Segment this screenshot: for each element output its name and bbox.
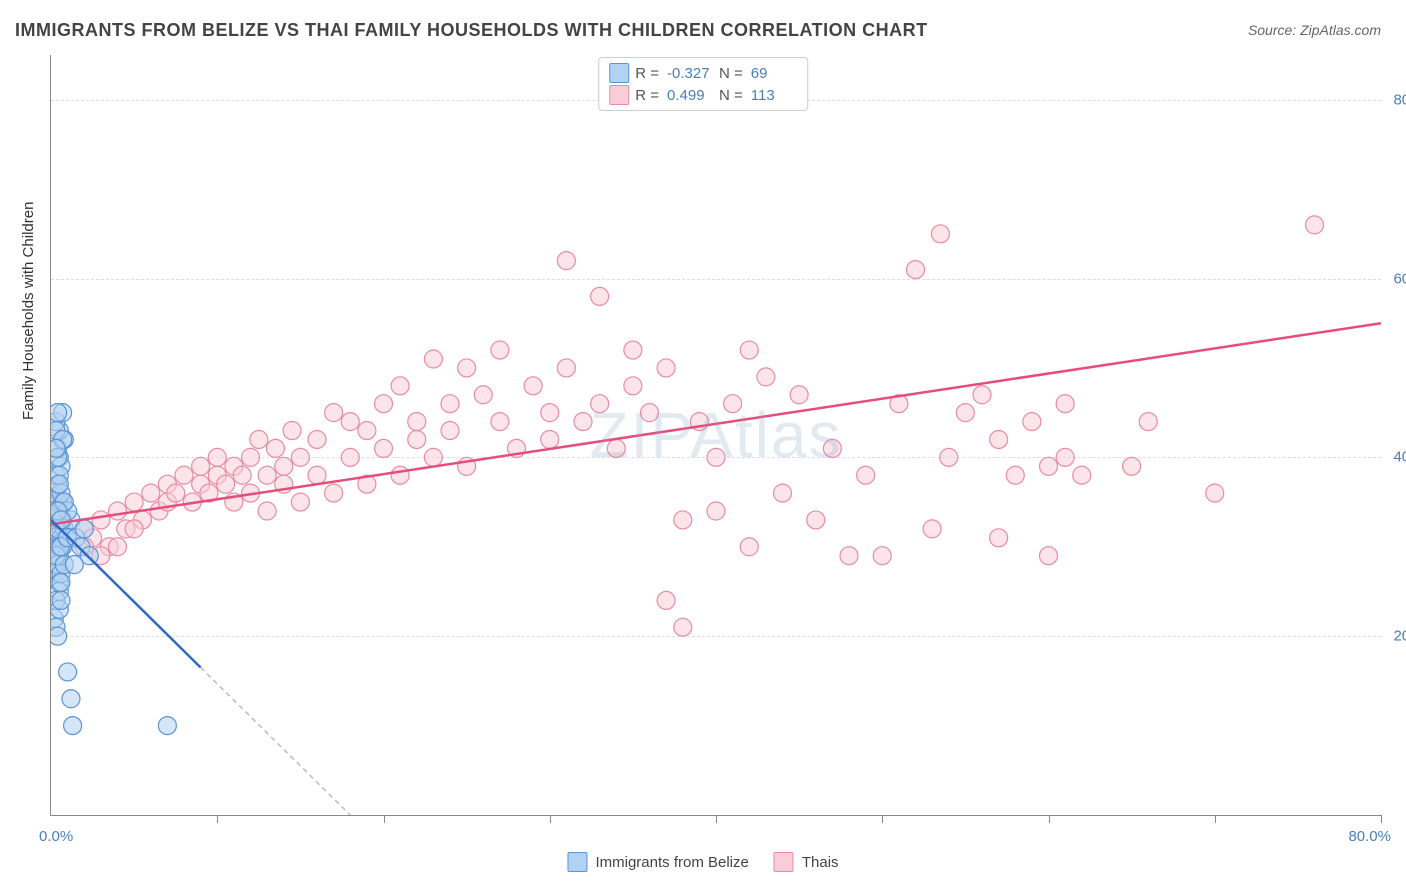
x-tick xyxy=(217,815,218,823)
swatch-series1 xyxy=(567,852,587,872)
x-tick xyxy=(716,815,717,823)
y-tick-label: 40.0% xyxy=(1393,449,1406,466)
x-tick xyxy=(550,815,551,823)
y-tick-label: 80.0% xyxy=(1393,91,1406,108)
source-value: ZipAtlas.com xyxy=(1300,22,1381,38)
r-label: R = xyxy=(635,65,659,82)
r-value: 0.499 xyxy=(667,87,713,104)
x-tick xyxy=(1381,815,1382,823)
n-label: N = xyxy=(719,65,743,82)
source-label: Source: xyxy=(1248,22,1296,38)
swatch-series2 xyxy=(609,85,629,105)
source-attribution: Source: ZipAtlas.com xyxy=(1248,22,1381,38)
legend-label-series1: Immigrants from Belize xyxy=(595,854,748,871)
x-tick xyxy=(1049,815,1050,823)
x-axis-min-label: 0.0% xyxy=(39,828,73,845)
stats-row-series1: R = -0.327 N = 69 xyxy=(609,62,797,84)
y-tick-label: 60.0% xyxy=(1393,270,1406,287)
chart-title: IMMIGRANTS FROM BELIZE VS THAI FAMILY HO… xyxy=(15,20,928,41)
r-value: -0.327 xyxy=(667,65,713,82)
r-label: R = xyxy=(635,87,659,104)
series-legend: Immigrants from Belize Thais xyxy=(567,852,838,872)
legend-label-series2: Thais xyxy=(802,854,839,871)
y-axis-label: Family Households with Children xyxy=(20,202,37,420)
n-value: 113 xyxy=(751,87,797,104)
swatch-series2 xyxy=(774,852,794,872)
n-value: 69 xyxy=(751,65,797,82)
x-tick xyxy=(1215,815,1216,823)
n-label: N = xyxy=(719,87,743,104)
x-tick xyxy=(384,815,385,823)
swatch-series1 xyxy=(609,63,629,83)
stats-row-series2: R = 0.499 N = 113 xyxy=(609,84,797,106)
legend-item-series1: Immigrants from Belize xyxy=(567,852,748,872)
scatter-svg xyxy=(51,55,1381,815)
legend-item-series2: Thais xyxy=(774,852,839,872)
x-tick xyxy=(882,815,883,823)
stats-legend: R = -0.327 N = 69 R = 0.499 N = 113 xyxy=(598,57,808,111)
y-tick-label: 20.0% xyxy=(1393,628,1406,645)
x-axis-max-label: 80.0% xyxy=(1348,828,1391,845)
chart-plot-area: ZIPAtlas 0.0% 80.0% 20.0%40.0%60.0%80.0% xyxy=(50,55,1381,816)
